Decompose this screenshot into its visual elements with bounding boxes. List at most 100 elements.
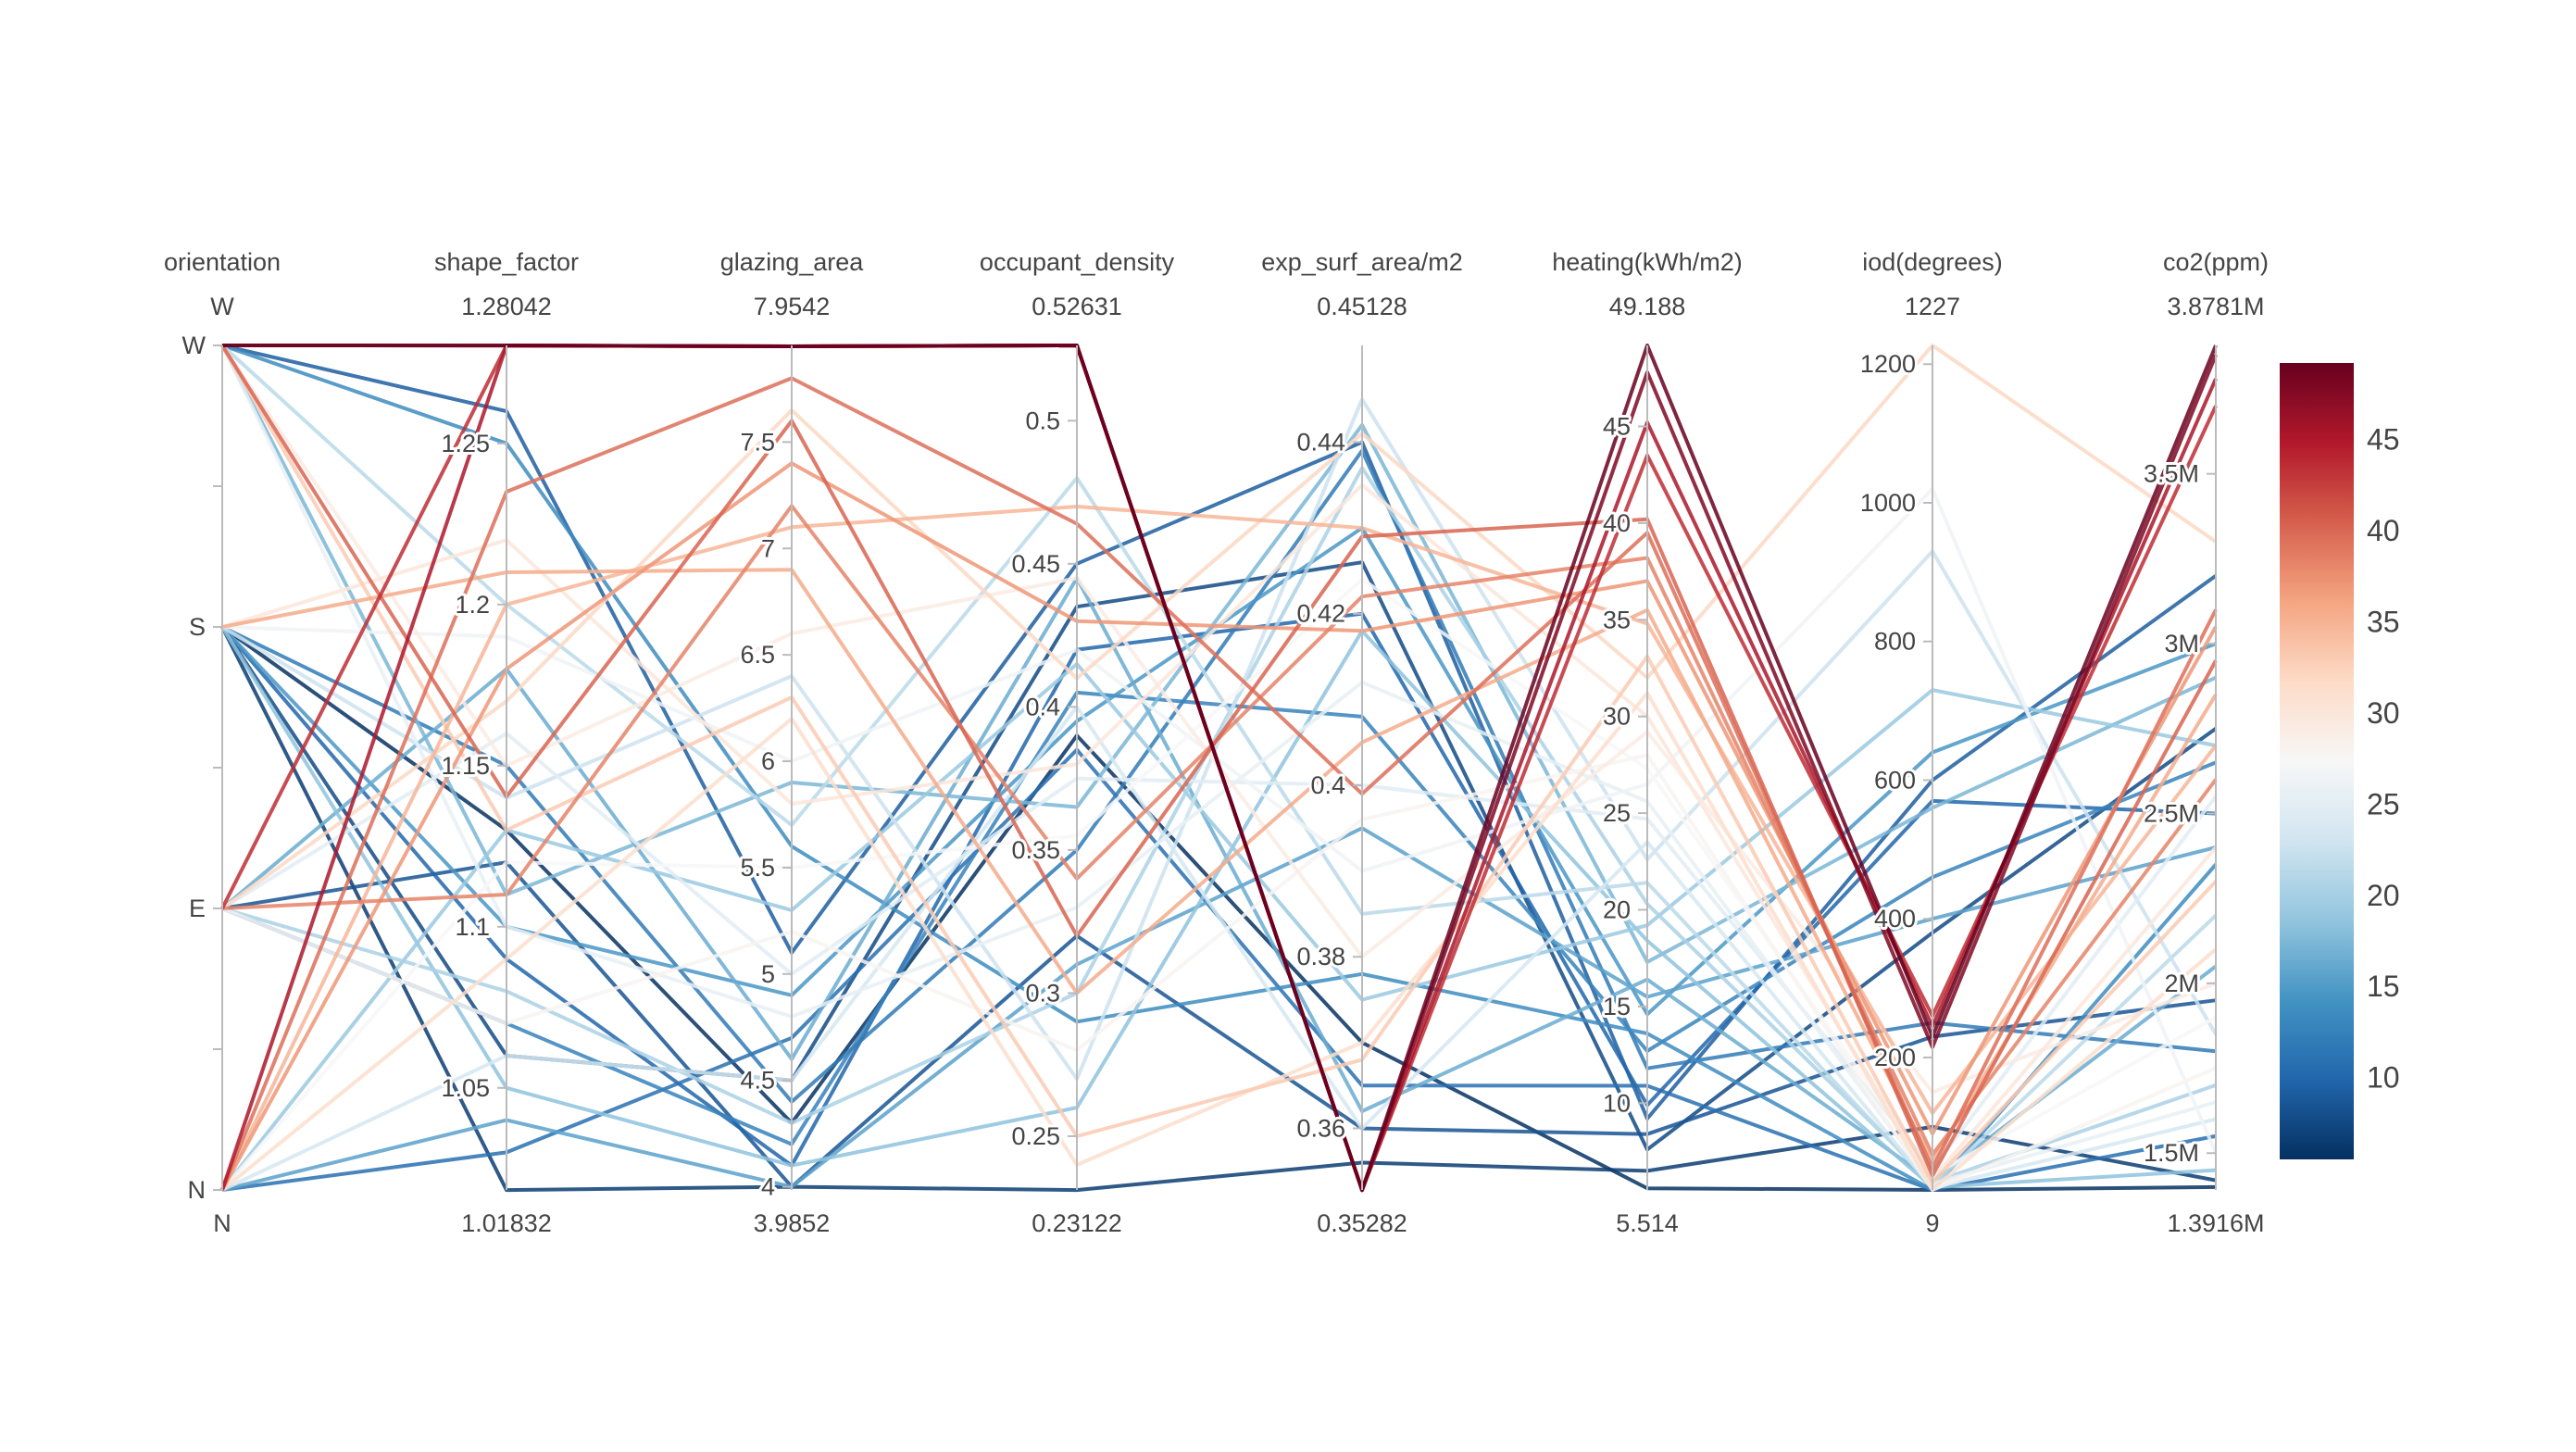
axis-tick-label: 1.25 — [441, 430, 490, 457]
axis-range-min-label: 5.514 — [1616, 1209, 1679, 1237]
axis-tick-label: 0.4 — [1310, 771, 1345, 799]
axis-title[interactable]: occupant_density — [980, 248, 1175, 276]
data-line — [220, 461, 2218, 1191]
axis-tick-label: 35 — [1603, 606, 1631, 633]
axis-tick-label: S — [189, 613, 206, 641]
colorbar-tick-label: 25 — [2367, 787, 2400, 820]
axis-range-min-label: 0.23122 — [1032, 1209, 1122, 1237]
axis-co2(ppm): co2(ppm) 3.8781M 1.3916M 1.5M 2M 2.5M 3M 3.5M — [2141, 248, 2269, 1237]
data-line — [220, 344, 2217, 1095]
axis-range-max-label: 3.8781M — [2167, 293, 2264, 320]
axis-tick-label: 0.36 — [1296, 1114, 1345, 1142]
axis-tick-label: 4 — [761, 1173, 775, 1201]
axis-tick-label: W — [182, 332, 206, 359]
axis-tick-label: 6.5 — [740, 641, 775, 669]
axis-tick-label: 6 — [761, 747, 775, 775]
axis-tick-label: 0.25 — [1011, 1122, 1060, 1150]
colorbar-tick-label: 45 — [2367, 422, 2400, 456]
colorbar-tick-label: 15 — [2367, 970, 2400, 1003]
axis-tick-label: 2.5M — [2144, 799, 2199, 827]
axis-tick-label: N — [188, 1176, 206, 1204]
axis-exp_surf_area/m2: exp_surf_area/m2 0.45128 0.35282 0.36 0.38 0.… — [1261, 248, 1463, 1237]
axis-tick-label: 3.5M — [2144, 460, 2199, 488]
axis-tick-label: 0.45 — [1011, 550, 1060, 578]
axis-shape_factor: shape_factor 1.28042 1.01832 1.05 1.1 1.15 1.2… — [434, 248, 579, 1237]
colorbar: 10 15 20 25 30 35 40 45 — [2280, 363, 2400, 1159]
axis-tick-label: 40 — [1603, 509, 1631, 537]
axis-range-min-label: 9 — [1925, 1209, 1939, 1237]
axis-title[interactable]: glazing_area — [720, 248, 865, 276]
colorbar-tick-label: 10 — [2367, 1061, 2400, 1095]
axis-orientation: orientation W NN E S W — [164, 248, 281, 1237]
axis-tick-label: 5 — [761, 960, 775, 988]
axis-heating(kWh/m2): heating(kWh/m2) 49.188 5.514 10 15 20 25 30 35 40… — [1552, 248, 1743, 1237]
data-line — [221, 705, 2217, 1192]
data-line — [220, 691, 2218, 1192]
axis-tick-label: 3M — [2164, 630, 2199, 657]
axis-tick-label: 1000 — [1860, 489, 1916, 517]
data-line — [220, 505, 2218, 1191]
axis-tick-label: 600 — [1874, 766, 1916, 794]
data-line — [220, 662, 2217, 1192]
axis-range-max-label: 0.45128 — [1317, 293, 1407, 320]
axis-glazing_area: glazing_area 7.9542 3.9852 4 4.5 5 5.5 6 6.5 7 7.5 — [720, 248, 865, 1237]
axis-range-min-label: 0.35282 — [1317, 1209, 1407, 1237]
axis-tick-label: 400 — [1874, 905, 1916, 933]
data-line — [221, 690, 2217, 1146]
axis-tick-label: 1.5M — [2144, 1139, 2199, 1167]
axis-tick-label: E — [189, 895, 206, 922]
colorbar-tick-label: 30 — [2367, 696, 2400, 730]
data-line — [221, 344, 2218, 1192]
data-line — [221, 487, 2218, 1154]
data-line — [220, 344, 2218, 910]
axis-tick-label: 4.5 — [740, 1067, 775, 1095]
axis-tick-label: 0.5 — [1025, 407, 1060, 434]
axis-title[interactable]: co2(ppm) — [2163, 248, 2269, 276]
axis-tick-label: 7 — [761, 534, 775, 562]
axis-range-max-label: W — [210, 293, 234, 320]
axis-tick-label: 1.1 — [455, 913, 490, 941]
axis-range-max-label: 0.52631 — [1032, 293, 1122, 320]
axis-title[interactable]: exp_surf_area/m2 — [1261, 248, 1463, 276]
data-line — [220, 625, 2217, 1192]
axis-title[interactable]: heating(kWh/m2) — [1552, 248, 1743, 276]
axis-range-min-label: 3.9852 — [754, 1209, 831, 1237]
axis-tick-label: 1.05 — [441, 1074, 490, 1102]
axis-tick-label: 10 — [1603, 1089, 1631, 1117]
axis-tick-label: 1200 — [1860, 350, 1916, 378]
axis-tick-label: 1.2 — [455, 591, 490, 619]
data-line — [221, 344, 2218, 1193]
axis-tick-label: 20 — [1603, 896, 1631, 924]
axis-range-max-label: 7.9542 — [754, 293, 831, 320]
colorbar-tick-label: 20 — [2367, 879, 2400, 912]
axis-range-min-label: 1.01832 — [461, 1209, 552, 1237]
axis-range-max-label: 49.188 — [1609, 293, 1686, 320]
data-line — [220, 344, 2217, 964]
axis-tick-label: 15 — [1603, 993, 1631, 1020]
data-lines — [220, 344, 2218, 1193]
axis-range-min-label: 1.3916M — [2167, 1209, 2264, 1237]
data-line — [221, 753, 2217, 1192]
data-line — [221, 344, 2218, 1120]
axis-tick-label: 0.38 — [1296, 943, 1345, 970]
axis-tick-label: 30 — [1603, 703, 1631, 731]
axis-iod(degrees): iod(degrees) 1227 9 200 400 600 800 1000 1200 — [1857, 248, 2003, 1237]
axis-tick-label: 45 — [1603, 412, 1631, 440]
axis-tick-label: 0.44 — [1296, 428, 1345, 456]
axis-occupant_density: occupant_density 0.52631 0.23122 0.25 0.3 0.3… — [980, 248, 1175, 1237]
data-line — [220, 611, 2217, 1168]
axis-title[interactable]: shape_factor — [434, 248, 579, 276]
axis-tick-label: 0.4 — [1025, 693, 1060, 720]
data-line — [220, 344, 2218, 1184]
axis-range-max-label: 1227 — [1905, 293, 1960, 320]
axis-range-max-label: 1.28042 — [461, 293, 552, 320]
axis-title[interactable]: orientation — [164, 248, 281, 276]
data-line — [220, 344, 2218, 1188]
axis-tick-label: 2M — [2164, 970, 2199, 997]
axis-tick-label: 7.5 — [740, 428, 775, 456]
colorbar-tick-label: 35 — [2367, 605, 2400, 638]
axis-tick-label: 25 — [1603, 799, 1631, 827]
axis-title[interactable]: iod(degrees) — [1862, 248, 2003, 276]
